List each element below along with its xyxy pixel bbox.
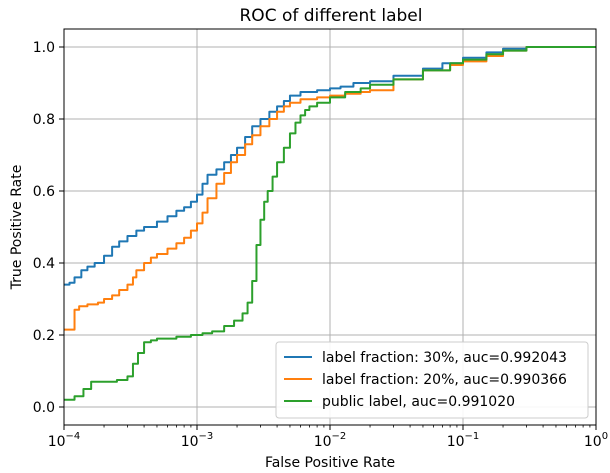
x-tick-label: 10−2 [314,431,347,450]
x-tick-label: 10−3 [181,431,214,450]
legend-box [275,341,589,419]
y-axis-ticks: 0.0 0.2 0.4 0.6 0.8 1.0 [33,40,64,416]
y-tick-label: 1.0 [33,40,55,56]
y-tick-label: 0.6 [33,184,55,200]
chart-title: ROC of different label [240,6,423,26]
y-tick-label: 0.0 [33,400,55,416]
y-tick-label: 0.8 [33,112,55,128]
x-axis-label: False Positive Rate [265,455,395,471]
y-tick-label: 0.2 [33,328,55,344]
series-line-2 [64,46,596,331]
legend: label fraction: 30%, auc=0.992043 label f… [275,341,589,419]
x-axis-ticks: 10−4 10−3 10−2 10−1 100 [48,425,608,450]
legend-label-2: label fraction: 20%, auc=0.990366 [322,372,567,388]
x-tick-label: 10−4 [48,431,81,450]
series-line-3 [64,46,596,401]
x-tick-label: 10−1 [447,431,480,450]
series-layer [64,46,596,401]
legend-label-3: public label, auc=0.991020 [322,394,515,410]
y-tick-label: 0.4 [33,256,55,272]
x-tick-label: 100 [584,431,608,450]
y-axis-label: True Positive Rate [9,165,25,291]
series-line-1 [64,46,596,286]
legend-label-1: label fraction: 30%, auc=0.992043 [322,350,567,366]
